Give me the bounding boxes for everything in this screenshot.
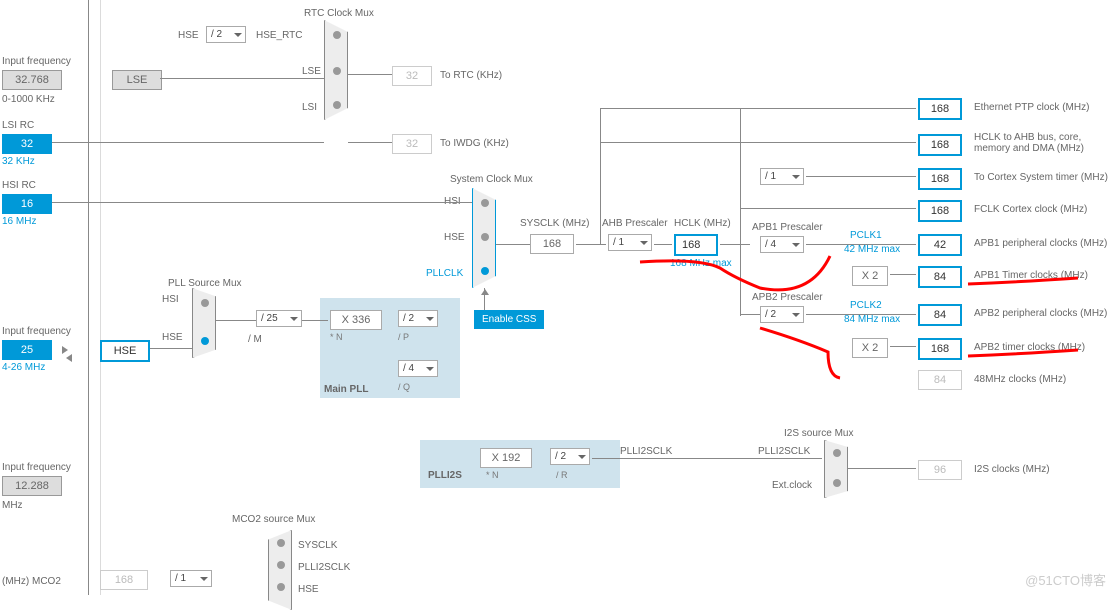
cst-out: 168 [918,168,962,190]
freq2-label: Input frequency [2,326,71,337]
i2s-out: 96 [918,460,962,480]
divm-lbl: / M [248,334,262,345]
i2s-title: I2S source Mux [784,428,853,439]
hclk-div[interactable]: / 1 [760,168,804,185]
rtc-lse: LSE [302,66,321,77]
lse-box[interactable]: LSE [112,70,162,90]
freq2-val[interactable]: 25 [2,340,52,360]
rtc-mux[interactable] [324,20,348,120]
apb2-div[interactable]: / 2 [760,306,804,323]
rtc-lsi: LSI [302,102,317,113]
sysclk-lbl: SYSCLK (MHz) [520,218,589,229]
hclk-max: 168 MHz max [670,258,732,269]
sysmux[interactable] [472,188,496,288]
pllsrc-hsi: HSI [162,294,179,305]
i2s-mux[interactable] [824,440,848,498]
mainpll-n[interactable]: X 336 [330,310,382,330]
ahb-out: 168 [918,134,962,156]
watermark: @51CTO博客 [1025,570,1106,589]
apb1-div[interactable]: / 4 [760,236,804,253]
css-button[interactable]: Enable CSS [474,310,544,329]
lsi-unit: 32 KHz [2,156,35,167]
apb1-lbl: APB1 Prescaler [752,222,823,233]
pllsrc-hse: HSE [162,332,183,343]
plli2s-r[interactable]: / 2 [550,448,590,465]
freq3-label: Input frequency [2,462,71,473]
apb2p-out: 84 [918,304,962,326]
freq1-val[interactable]: 32.768 [2,70,62,90]
ahb-div[interactable]: / 1 [608,234,652,251]
apb1p-out: 42 [918,234,962,256]
freq3-val[interactable]: 12.288 [2,476,62,496]
mainpll-title: Main PLL [324,384,368,395]
pllsrc-title: PLL Source Mux [168,278,242,289]
rtc-title: RTC Clock Mux [304,8,374,19]
freq1-label: Input frequency [2,56,71,67]
lsi-label: LSI RC [2,120,34,131]
rtc-div[interactable]: / 2 [206,26,246,43]
pllsrc-mux[interactable] [192,288,216,358]
iwdg-out: 32 [392,134,432,154]
c48-out: 84 [918,370,962,390]
apb2-lbl: APB2 Prescaler [752,292,823,303]
freq3-unit: MHz [2,500,23,511]
mainpll-q[interactable]: / 4 [398,360,438,377]
eth-val: 168 [918,98,962,120]
rtc-out-lbl: To RTC (KHz) [440,70,502,81]
hclk-lbl: HCLK (MHz) [674,218,731,229]
mco2-div[interactable]: / 1 [170,570,212,587]
hsi-val: 16 [2,194,52,214]
plli2s-n[interactable]: X 192 [480,448,532,468]
freq2-range: 4-26 MHz [2,362,45,373]
ahb-lbl: AHB Prescaler [602,218,668,229]
rtc-out: 32 [392,66,432,86]
sysclk-val: 168 [530,234,574,254]
mco2-title: MCO2 source Mux [232,514,315,525]
mco2-val: 168 [100,570,148,590]
mco2-label: (MHz) MCO2 [2,576,61,587]
plli2sclk-lbl: PLLI2SCLK [620,446,672,457]
freq1-range: 0-1000 KHz [2,94,55,105]
fclk-out: 168 [918,200,962,222]
pllsrc-divm[interactable]: / 25 [256,310,302,327]
iwdg-lbl: To IWDG (KHz) [440,138,509,149]
apb1-tim: X 2 [852,266,888,286]
sysmux-pll: PLLCLK [426,268,463,279]
hse-box[interactable]: HSE [100,340,150,362]
hclk-val[interactable]: 168 [674,234,718,256]
lsi-val: 32 [2,134,52,154]
hsi-label: HSI RC [2,180,36,191]
hsi-unit: 16 MHz [2,216,36,227]
mainpll-p[interactable]: / 2 [398,310,438,327]
rtc-hsertc: HSE_RTC [256,30,303,41]
mco2-mux[interactable] [268,530,292,610]
apb2-tim: X 2 [852,338,888,358]
sysmux-hse: HSE [444,232,465,243]
sysmux-title: System Clock Mux [450,174,533,185]
rtc-hse: HSE [178,30,199,41]
plli2s-title: PLLI2S [428,470,462,481]
apb1t-out: 84 [918,266,962,288]
apb2t-out: 168 [918,338,962,360]
